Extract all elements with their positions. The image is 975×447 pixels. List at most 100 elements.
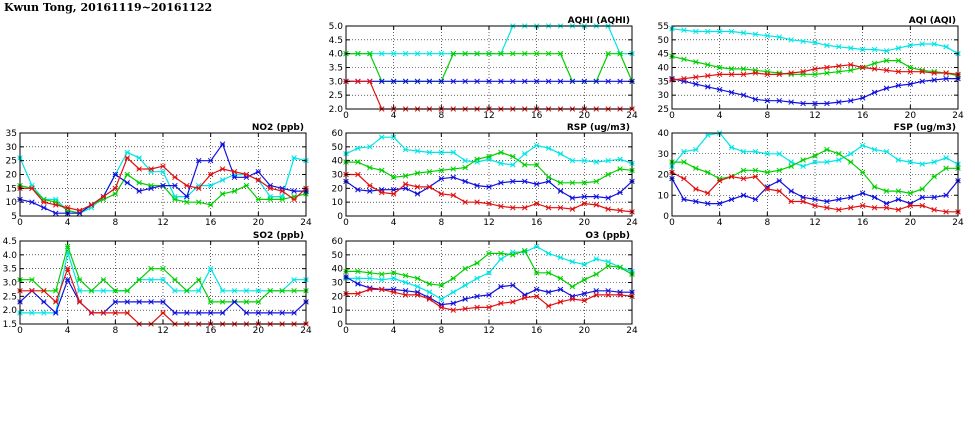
- data-point: [88, 310, 95, 316]
- series-s2: [343, 149, 635, 186]
- x-tick-label: 4: [391, 218, 397, 228]
- x-tick-label: 12: [157, 218, 168, 228]
- data-point: [764, 169, 771, 176]
- x-tick-label: 8: [438, 218, 444, 228]
- data-point: [859, 46, 866, 53]
- data-point: [355, 159, 361, 165]
- data-point: [76, 288, 83, 294]
- chart-title: RSP (ug/m3): [567, 123, 630, 133]
- data-point: [255, 177, 262, 183]
- data-point: [883, 85, 890, 92]
- data-point: [498, 256, 504, 262]
- data-point: [462, 282, 468, 289]
- data-point: [355, 290, 361, 297]
- data-point: [267, 310, 274, 316]
- data-point: [64, 204, 71, 211]
- data-point: [871, 89, 878, 96]
- data-point: [521, 178, 528, 185]
- data-point: [907, 190, 914, 196]
- chart-title: FSP (ug/m3): [894, 123, 956, 133]
- data-point: [581, 297, 588, 304]
- series-s3: [343, 78, 635, 85]
- data-point: [402, 146, 409, 153]
- data-point: [367, 270, 373, 276]
- x-tick-label: 8: [438, 111, 444, 121]
- data-point: [474, 275, 480, 282]
- data-point: [291, 276, 297, 283]
- data-point: [124, 299, 131, 305]
- data-point: [533, 50, 540, 57]
- data-point: [812, 66, 818, 72]
- data-point: [474, 304, 480, 311]
- data-point: [426, 168, 433, 175]
- data-point: [919, 41, 926, 47]
- data-point: [943, 155, 949, 161]
- y-tick-label: 35: [658, 77, 669, 87]
- x-tick-label: 16: [857, 218, 869, 228]
- data-point: [569, 157, 576, 164]
- data-point: [681, 175, 687, 182]
- data-point: [390, 191, 397, 197]
- data-point: [836, 207, 842, 213]
- data-point: [895, 82, 902, 89]
- data-point: [533, 243, 540, 250]
- x-tick-label: 20: [253, 218, 265, 228]
- data-point: [498, 160, 504, 167]
- data-point: [764, 71, 771, 78]
- x-tick-label: 0: [669, 111, 675, 121]
- data-point: [883, 148, 890, 155]
- y-tick-label: 60: [332, 129, 344, 139]
- data-point: [367, 182, 373, 189]
- x-tick-label: 16: [531, 326, 543, 336]
- data-point: [533, 181, 540, 187]
- data-point: [148, 265, 154, 272]
- series-s3: [669, 75, 961, 107]
- data-point: [148, 276, 154, 283]
- data-point: [617, 166, 623, 172]
- data-point: [545, 145, 552, 151]
- data-point: [681, 27, 687, 33]
- data-point: [136, 299, 142, 305]
- data-point: [367, 144, 373, 150]
- data-point: [919, 186, 926, 192]
- data-point: [52, 202, 59, 208]
- data-point: [355, 281, 361, 287]
- data-point: [510, 153, 516, 160]
- data-point: [895, 196, 902, 203]
- data-point: [207, 265, 214, 272]
- data-point: [883, 188, 890, 194]
- data-point: [740, 71, 747, 78]
- data-point: [219, 310, 226, 316]
- data-point: [740, 30, 747, 36]
- data-point: [195, 310, 202, 316]
- data-point: [88, 288, 95, 294]
- x-tick-label: 20: [253, 326, 265, 336]
- data-point: [367, 164, 373, 171]
- data-point: [243, 182, 250, 189]
- data-point: [184, 310, 190, 316]
- data-point: [112, 171, 119, 178]
- data-point: [581, 276, 588, 283]
- data-point: [812, 71, 818, 78]
- data-point: [943, 43, 949, 50]
- data-point: [907, 159, 914, 165]
- data-point: [462, 199, 468, 205]
- data-point: [617, 292, 623, 298]
- data-point: [800, 198, 806, 205]
- data-point: [593, 193, 600, 200]
- y-tick-label: 35: [6, 129, 17, 139]
- data-point: [462, 157, 468, 164]
- data-point: [148, 185, 154, 192]
- data-point: [847, 204, 854, 211]
- data-point: [231, 174, 238, 181]
- data-point: [462, 306, 468, 312]
- data-point: [533, 293, 540, 300]
- data-point: [390, 78, 397, 85]
- data-point: [764, 186, 771, 192]
- data-point: [219, 299, 226, 305]
- data-point: [704, 61, 711, 68]
- data-point: [414, 78, 421, 85]
- data-point: [510, 282, 516, 289]
- y-tick-label: 5: [11, 212, 17, 222]
- data-point: [414, 275, 421, 282]
